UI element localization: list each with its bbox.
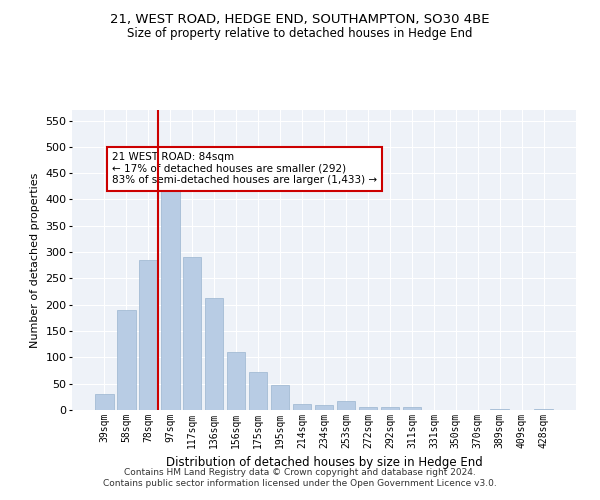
Y-axis label: Number of detached properties: Number of detached properties [30, 172, 40, 348]
Text: 21, WEST ROAD, HEDGE END, SOUTHAMPTON, SO30 4BE: 21, WEST ROAD, HEDGE END, SOUTHAMPTON, S… [110, 12, 490, 26]
Bar [227, 352, 245, 410]
Bar [293, 404, 311, 410]
Text: 21 WEST ROAD: 84sqm
← 17% of detached houses are smaller (292)
83% of semi-detac: 21 WEST ROAD: 84sqm ← 17% of detached ho… [112, 152, 377, 186]
Bar [314, 404, 334, 410]
X-axis label: Distribution of detached houses by size in Hedge End: Distribution of detached houses by size … [166, 456, 482, 469]
Bar [490, 409, 509, 410]
Bar [205, 298, 223, 410]
Bar [271, 386, 289, 410]
Bar [183, 258, 202, 410]
Bar [380, 408, 399, 410]
Text: Contains HM Land Registry data © Crown copyright and database right 2024.
Contai: Contains HM Land Registry data © Crown c… [103, 468, 497, 487]
Text: Size of property relative to detached houses in Hedge End: Size of property relative to detached ho… [127, 28, 473, 40]
Bar [161, 170, 179, 410]
Bar [95, 394, 113, 410]
Bar [249, 372, 268, 410]
Bar [535, 409, 553, 410]
Bar [403, 408, 421, 410]
Bar [117, 310, 136, 410]
Bar [337, 400, 355, 410]
Bar [359, 408, 377, 410]
Bar [139, 260, 158, 410]
